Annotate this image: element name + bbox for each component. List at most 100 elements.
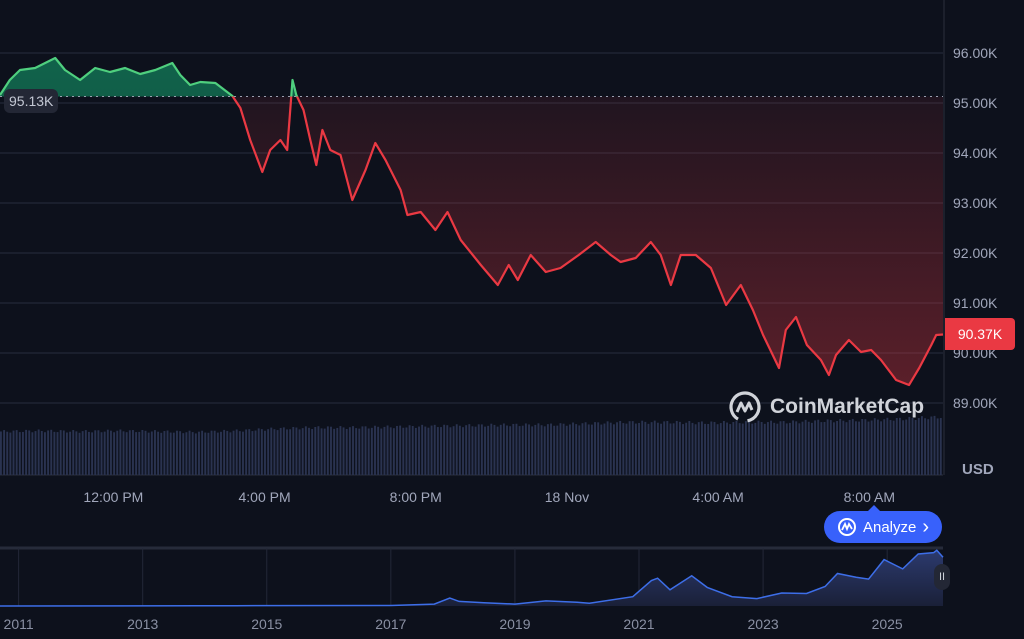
volume-bar (301, 428, 304, 475)
volume-bar (374, 425, 376, 475)
navigator-area (0, 550, 943, 606)
volume-bar (788, 422, 791, 475)
volume-bar (675, 420, 678, 475)
volume-bar (66, 432, 68, 475)
volume-bar (226, 430, 229, 475)
volume-bar (320, 428, 323, 475)
volume-bar (113, 432, 116, 475)
volume-bar (135, 432, 138, 475)
volume-bar (157, 431, 160, 475)
volume-bar (883, 419, 886, 475)
volume-bar (317, 426, 320, 475)
volume-bar (829, 420, 832, 475)
x-tick-label: 4:00 AM (692, 489, 743, 505)
volume-bar (28, 430, 31, 475)
volume-bar (710, 421, 713, 475)
volume-bar (619, 420, 622, 475)
volume-bar (509, 426, 512, 475)
price-line-up (0, 56, 299, 97)
y-tick-label: 92.00K (953, 245, 998, 261)
volume-bar (370, 427, 373, 475)
coinmarketcap-ai-icon (837, 518, 856, 536)
volume-bar (396, 425, 398, 475)
volume-bar (34, 431, 37, 475)
volume-bar (292, 426, 295, 475)
volume-bar (713, 421, 716, 475)
volume-bar (666, 420, 669, 475)
volume-bar (295, 427, 298, 475)
volume-bar (568, 424, 571, 475)
volume-bar (361, 426, 364, 475)
volume-bar (132, 430, 134, 475)
analyze-label: Analyze (862, 518, 917, 536)
x-tick-label: 12:00 PM (83, 489, 143, 505)
volume-bar (754, 422, 757, 475)
navigator-handle[interactable]: II (934, 564, 950, 590)
volume-bar (748, 421, 750, 475)
volume-bar (270, 427, 273, 475)
open-price-label: 95.13K (4, 89, 59, 113)
volume-bar (147, 432, 150, 475)
volume-bar (691, 422, 694, 475)
volume-bar (565, 425, 568, 475)
volume-bar (185, 432, 188, 475)
analyze-button[interactable]: Analyze › (824, 505, 942, 543)
volume-bar (314, 426, 317, 475)
volume-bar (820, 422, 823, 475)
volume-bar (936, 418, 939, 475)
volume-bar (515, 423, 518, 475)
volume-bar (678, 421, 681, 475)
navigator-line (0, 549, 944, 607)
volume-bar (31, 432, 34, 475)
volume-bar (722, 420, 725, 475)
volume-bar (854, 421, 857, 475)
volume-bar (672, 423, 675, 475)
volume-bar (154, 430, 156, 475)
volume-bar (116, 430, 119, 475)
volume-bar (125, 432, 128, 475)
volume-bar (594, 422, 596, 475)
navigator-tick-label: 2025 (872, 616, 903, 632)
volume-bar (572, 422, 574, 475)
volume-bar (600, 424, 603, 475)
volume-bar (726, 422, 728, 475)
volume-bar (914, 419, 917, 475)
y-tick-label: 94.00K (953, 145, 998, 161)
volume-bar (304, 426, 307, 475)
volume-bar (864, 419, 867, 475)
volume-bar (348, 427, 351, 475)
volume-bar (88, 431, 90, 475)
volume-bar (223, 429, 226, 475)
volume-bar (110, 430, 112, 475)
volume-bar (405, 427, 408, 475)
volume-bar (235, 429, 238, 475)
volume-bar (383, 426, 386, 475)
volume-bar (732, 422, 735, 475)
volume-bar (465, 425, 468, 475)
volume-bar (78, 432, 81, 475)
volume-bar (839, 418, 842, 475)
volume-bar (543, 426, 546, 475)
volume-bar (924, 418, 927, 475)
volume-bar (700, 421, 703, 475)
volume-bar (810, 422, 813, 475)
volume-bar (122, 431, 125, 475)
volume-bar (870, 420, 873, 475)
volume-bar (254, 430, 257, 475)
coinmarketcap-logo-icon (729, 391, 761, 423)
volume-bar (528, 424, 530, 475)
watermark-text: CoinMarketCap (770, 395, 925, 418)
volume-bar (556, 425, 559, 475)
volume-bar (389, 427, 392, 475)
volume-bar (25, 429, 28, 475)
volume-bar (339, 426, 342, 475)
volume-bar (75, 431, 78, 475)
volume-bar (801, 421, 804, 475)
volume-bar (546, 424, 549, 475)
volume-bar (920, 416, 923, 475)
volume-bar (355, 428, 358, 475)
volume-bar (612, 424, 615, 475)
last-price-label: 90.37K (945, 318, 1015, 350)
volume-bar (81, 431, 84, 475)
